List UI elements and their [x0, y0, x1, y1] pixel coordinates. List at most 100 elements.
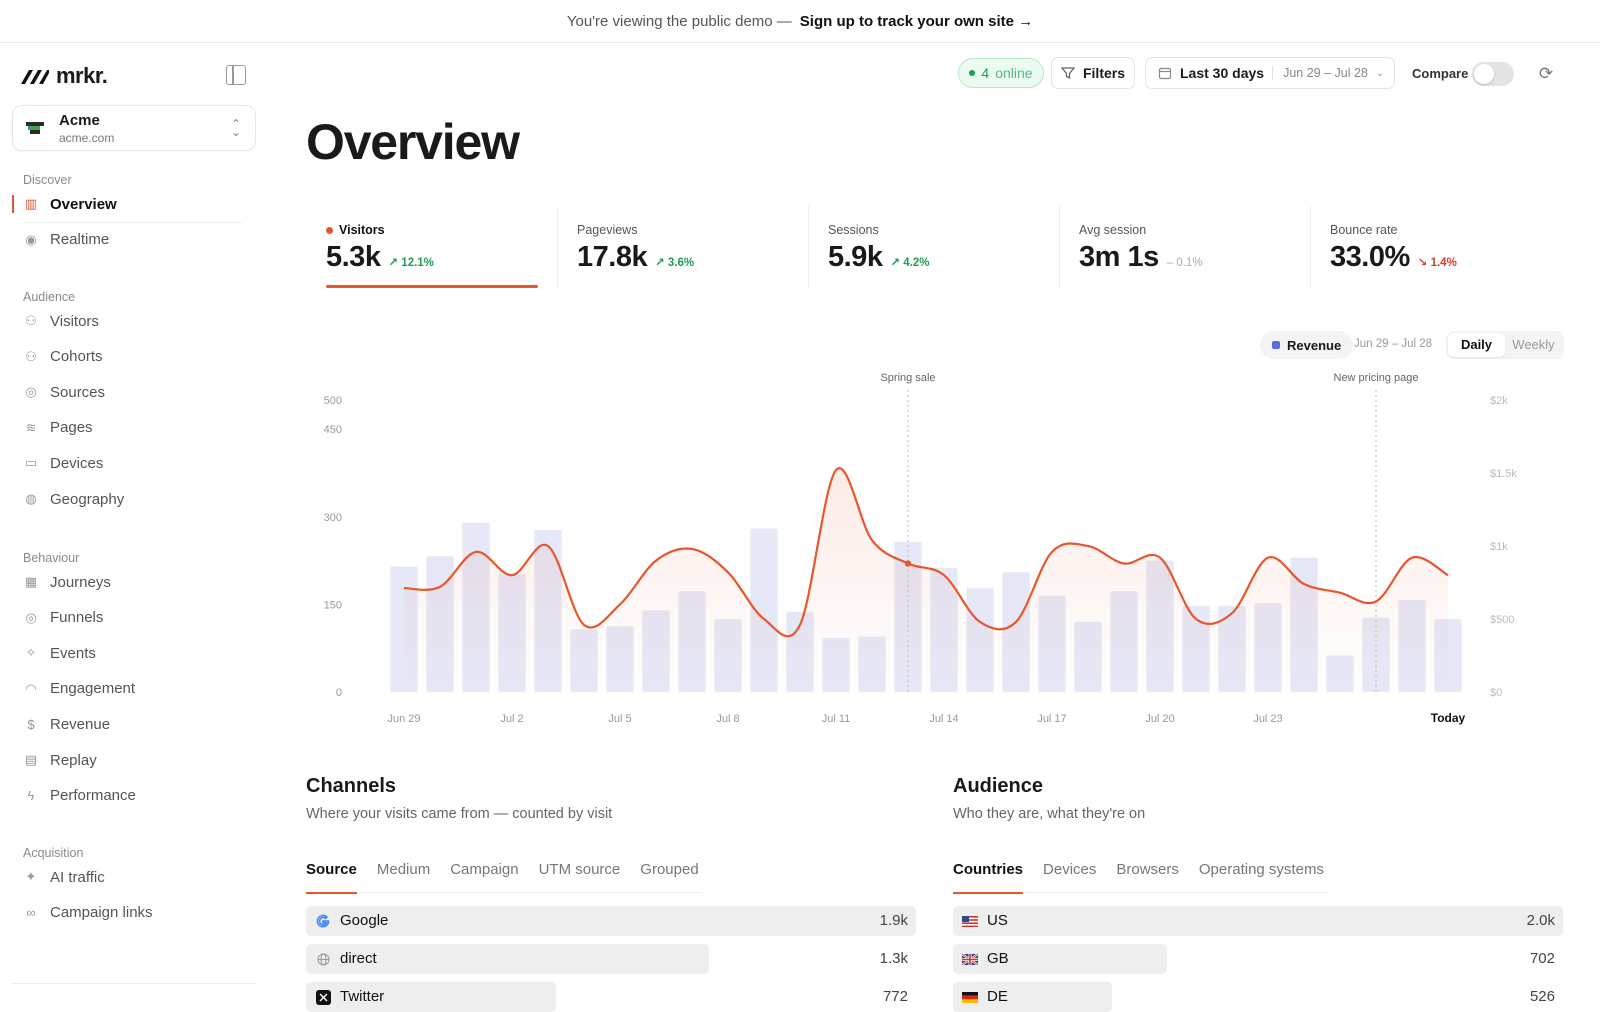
sidebar-item-engagement[interactable]: ◠ Engagement — [12, 674, 242, 704]
sidebar-item-ai-traffic[interactable]: ✦ AI traffic — [12, 862, 242, 892]
sidebar-item-pages[interactable]: ≋ Pages — [12, 413, 242, 443]
row-label: DE — [987, 988, 1008, 1005]
metric-label-text: Visitors — [339, 223, 385, 237]
user-group-icon: ⚇ — [25, 348, 37, 364]
sidebar-item-label: Replay — [50, 751, 97, 769]
online-label: online — [995, 65, 1033, 81]
metric-value-text: 5.3k — [326, 241, 381, 273]
row-label: US — [987, 912, 1008, 929]
metric-visitors[interactable]: Visitors 5.3k ↗ 12.1% — [326, 205, 576, 288]
row-value: 2.0k — [1526, 912, 1555, 929]
weekly-button[interactable]: Weekly — [1512, 337, 1555, 352]
annotation-label: Spring sale — [880, 372, 935, 384]
active-dot-icon — [326, 226, 333, 234]
tab-operating-systems[interactable]: Operating systems — [1198, 861, 1324, 878]
share-bar — [306, 944, 709, 974]
country-row[interactable]: US 2.0k — [953, 906, 1563, 936]
nav-section-label: Discover — [23, 173, 72, 187]
row-value: 526 — [1529, 988, 1555, 1005]
metric-delta-value: 12.1% — [401, 257, 434, 269]
tab-browsers[interactable]: Browsers — [1116, 861, 1179, 878]
country-row[interactable]: GB 702 — [953, 944, 1563, 974]
x-tick-label: Jul 5 — [608, 713, 631, 725]
sidebar-item-replay[interactable]: ▤ Replay — [12, 745, 242, 775]
metric-value: 5.9k ↗ 4.2% — [828, 241, 930, 274]
sidebar: mrkr. Acme acme.com ⌃ ⌄ Discover ▥ Overview… — [0, 43, 268, 1000]
metric-delta: – 0.1% — [1167, 257, 1203, 269]
row-value: 1.9k — [879, 912, 908, 929]
sidebar-item-sources[interactable]: ◎ Sources — [12, 377, 242, 407]
compare-toggle[interactable] — [1472, 62, 1514, 86]
y-tick-label: 0 — [336, 687, 342, 699]
metric-label-text: Pageviews — [577, 223, 638, 237]
channels-tabs: Source Medium Campaign UTM source Grouped — [306, 859, 702, 894]
metric-value: 3m 1s – 0.1% — [1079, 241, 1203, 274]
tab-campaign[interactable]: Campaign — [450, 861, 519, 878]
sidebar-item-campaign-links[interactable]: ∞ Campaign links — [12, 898, 242, 928]
sidebar-item-geography[interactable]: ◍ Geography — [12, 484, 242, 514]
tab-devices[interactable]: Devices — [1043, 861, 1097, 878]
daily-button[interactable]: Daily — [1448, 333, 1505, 357]
metric-pageviews[interactable]: Pageviews 17.8k ↗ 3.6% — [577, 205, 827, 287]
sidebar-item-funnels[interactable]: ◎ Funnels — [12, 603, 242, 633]
sidebar-item-revenue[interactable]: $ Revenue — [12, 709, 242, 739]
metric-value-text: 5.9k — [828, 241, 883, 273]
filters-button[interactable]: Filters — [1051, 57, 1135, 89]
gb-flag-icon — [962, 951, 978, 967]
signup-link[interactable]: Sign up to track your own site → — [799, 12, 1034, 30]
revenue-legend-toggle[interactable]: Revenue — [1260, 331, 1354, 359]
sidebar-item-visitors[interactable]: ⚇ Visitors — [12, 306, 242, 336]
channels-subtitle: Where your visits came from — counted by… — [306, 806, 613, 822]
sidebar-item-journeys[interactable]: ▦ Journeys — [12, 567, 242, 597]
x-tick-label: Today — [1431, 711, 1466, 725]
sidebar-item-devices[interactable]: ▭ Devices — [12, 448, 242, 478]
sidebar-item-cohorts[interactable]: ⚇ Cohorts — [12, 342, 242, 372]
sidebar-item-realtime[interactable]: ◉ Realtime — [12, 225, 242, 255]
channels-title: Channels — [306, 775, 397, 797]
online-indicator[interactable]: 4 online — [958, 58, 1044, 88]
date-range-picker[interactable]: Last 30 days Jun 29 – Jul 28 ⌄ — [1145, 57, 1395, 89]
tab-grouped[interactable]: Grouped — [640, 861, 699, 878]
tab-medium[interactable]: Medium — [376, 861, 431, 878]
y2-tick-label: $500 — [1490, 614, 1514, 626]
arrow-up-right-icon: ↗ — [890, 257, 904, 269]
country-row[interactable]: DE 526 — [953, 982, 1563, 1012]
y2-tick-label: $1.5k — [1490, 468, 1517, 480]
x-tick-label: Jul 17 — [1037, 713, 1066, 725]
users-icon: ⚇ — [25, 313, 37, 328]
metric-delta: ↗ 12.1% — [388, 255, 433, 269]
sidebar-item-label: Campaign links — [50, 904, 153, 922]
metric-avg-session[interactable]: Avg session 3m 1s – 0.1% — [1079, 205, 1329, 287]
channel-row[interactable]: Google 1.9k — [306, 906, 916, 936]
refresh-icon[interactable]: ⟳ — [1538, 64, 1554, 83]
chevron-down-icon: ⌄ — [1375, 67, 1385, 79]
collapse-sidebar-icon[interactable] — [226, 65, 246, 85]
sidebar-item-overview[interactable]: ▥ Overview — [12, 189, 242, 223]
metric-bounce-rate[interactable]: Bounce rate 33.0% ↘ 1.4% — [1330, 205, 1580, 287]
channel-row[interactable]: Twitter 772 — [306, 982, 916, 1012]
logo-mark-icon — [21, 70, 49, 84]
row-label: Twitter — [340, 988, 385, 1005]
page-title: Overview — [306, 114, 520, 170]
tab-source[interactable]: Source — [306, 859, 357, 894]
metric-divider — [557, 206, 558, 288]
metric-sessions[interactable]: Sessions 5.9k ↗ 4.2% — [828, 205, 1078, 287]
bolt-icon: ϟ — [27, 788, 35, 804]
granularity-switch: Daily Weekly — [1446, 331, 1564, 359]
broadcast-icon: ◉ — [25, 231, 37, 247]
brand-logo[interactable]: mrkr. — [20, 63, 108, 89]
tab-countries[interactable]: Countries — [953, 859, 1024, 894]
revenue-label: Revenue — [1287, 337, 1342, 353]
sidebar-divider — [12, 983, 256, 984]
tab-utm-source[interactable]: UTM source — [538, 861, 621, 878]
x-icon — [315, 989, 331, 1005]
y-tick-label: 450 — [324, 424, 342, 436]
channel-row[interactable]: direct 1.3k — [306, 944, 916, 974]
y-tick-label: 300 — [324, 512, 342, 524]
sidebar-item-events[interactable]: ✧ Events — [12, 638, 242, 668]
site-switcher[interactable]: Acme acme.com ⌃ ⌄ — [12, 105, 256, 151]
sidebar-item-performance[interactable]: ϟ Performance — [12, 781, 242, 811]
row-value: 702 — [1529, 950, 1555, 967]
metric-delta-value: 4.2% — [903, 257, 930, 269]
sidebar-item-label: Realtime — [50, 231, 110, 249]
